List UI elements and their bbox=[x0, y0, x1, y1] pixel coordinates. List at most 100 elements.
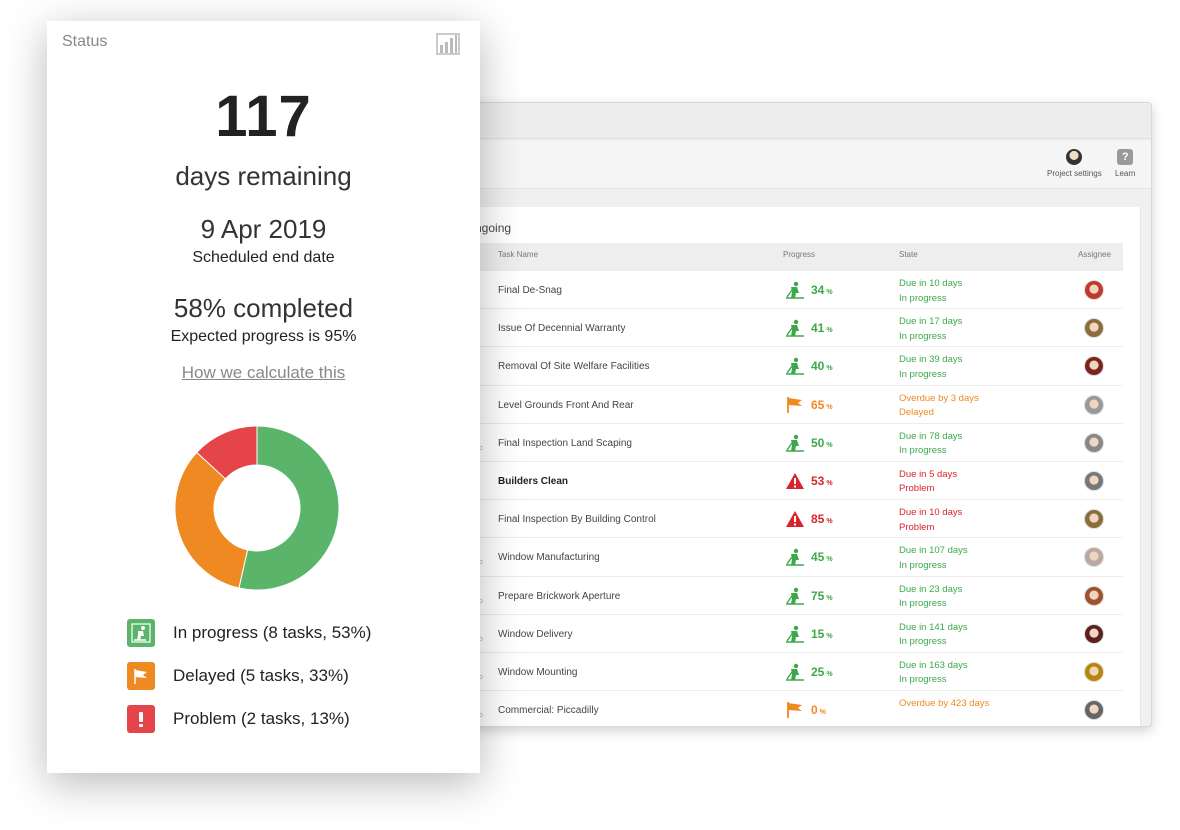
task-status: In progress bbox=[899, 674, 947, 686]
assignee-avatar[interactable] bbox=[1084, 356, 1104, 377]
task-due: Due in 10 days bbox=[899, 278, 963, 289]
project-toolbar: Project settings ? Learn bbox=[471, 141, 1151, 189]
task-state: Due in 5 days Problem bbox=[899, 468, 957, 497]
project-settings-button[interactable]: Project settings bbox=[1047, 149, 1102, 178]
progress-value: 65 bbox=[811, 397, 825, 412]
task-name[interactable]: Window Manufacturing bbox=[498, 552, 600, 564]
assignee-avatar[interactable] bbox=[1084, 470, 1104, 491]
task-due: Overdue by 3 days bbox=[899, 392, 979, 404]
chart-legend: In progress (8 tasks, 53%) Delayed (5 ta… bbox=[127, 611, 371, 740]
task-due: Due in 163 days bbox=[899, 659, 968, 671]
task-name[interactable]: Final Inspection Land Scaping bbox=[498, 437, 632, 449]
bar-chart-icon[interactable] bbox=[436, 33, 460, 55]
assignee-avatar[interactable] bbox=[1084, 394, 1104, 415]
worker-digging-icon bbox=[127, 618, 155, 647]
project-settings-label: Project settings bbox=[1047, 169, 1102, 178]
task-progress: 75% bbox=[785, 587, 833, 605]
table-row[interactable]: Final De-Snag 34% Due in 10 days In progres… bbox=[471, 271, 1123, 310]
task-state: Overdue by 423 days bbox=[899, 697, 989, 712]
task-progress: 0% bbox=[785, 701, 826, 719]
col-progress[interactable]: Progress bbox=[783, 250, 816, 259]
flag-icon bbox=[787, 702, 802, 719]
col-task-name[interactable]: Task Name bbox=[498, 250, 539, 259]
assignee-avatar[interactable] bbox=[1084, 700, 1104, 721]
task-state: Due in 107 days In progress bbox=[899, 544, 968, 573]
task-list: Final De-Snag 34% Due in 10 days In progres… bbox=[471, 271, 1123, 726]
assignee-avatar[interactable] bbox=[1084, 318, 1104, 339]
task-progress: 65% bbox=[785, 396, 833, 414]
worker-digging-icon bbox=[786, 587, 804, 605]
legend-item-problem: Problem (2 tasks, 13%) bbox=[127, 697, 371, 740]
assignee-avatar[interactable] bbox=[1084, 661, 1104, 682]
task-due: Due in 5 days bbox=[899, 468, 958, 480]
table-row[interactable]: Removal Of Site Welfare Facilities 40% Due… bbox=[471, 347, 1123, 386]
task-progress: 15% bbox=[785, 625, 833, 643]
task-name[interactable]: Builders Clean bbox=[498, 475, 569, 487]
worker-digging-icon bbox=[786, 319, 804, 337]
task-state: Due in 78 days In progress bbox=[899, 430, 962, 459]
task-name[interactable]: Window Delivery bbox=[498, 628, 573, 640]
task-name[interactable]: Issue Of Decennial Warranty bbox=[498, 323, 626, 335]
donut-slice-in-progress bbox=[238, 425, 340, 591]
task-progress: 40% bbox=[785, 357, 833, 376]
task-status: In progress bbox=[899, 292, 947, 304]
legend-label-delayed: Delayed (5 tasks, 33%) bbox=[173, 665, 349, 685]
exclamation-icon bbox=[127, 704, 155, 733]
progress-value: 34 bbox=[811, 283, 825, 297]
task-name[interactable]: Final Inspection By Building Control bbox=[498, 514, 656, 526]
progress-value: 15 bbox=[811, 626, 825, 641]
days-remaining-label: days remaining bbox=[175, 161, 352, 191]
task-status: In progress bbox=[899, 636, 947, 648]
task-due: Overdue by 423 days bbox=[899, 698, 990, 710]
task-state: Due in 23 days In progress bbox=[899, 583, 962, 612]
table-row[interactable]: Builders Clean 53% Due in 5 days Problem bbox=[471, 462, 1123, 501]
progress-value: 53 bbox=[811, 473, 825, 488]
status-donut-chart bbox=[174, 425, 340, 591]
assignee-avatar[interactable] bbox=[1084, 280, 1104, 300]
progress-value: 41 bbox=[811, 321, 825, 336]
assignee-avatar[interactable] bbox=[1084, 509, 1104, 530]
how-we-calculate-link[interactable]: How we calculate this bbox=[181, 363, 346, 382]
legend-label-problem: Problem (2 tasks, 13%) bbox=[173, 708, 350, 728]
completed-percent: 58% completed bbox=[173, 293, 354, 323]
expected-progress: Expected progress is 95% bbox=[170, 328, 357, 345]
assignee-avatar[interactable] bbox=[1084, 585, 1104, 606]
table-row[interactable]: Issue Of Decennial Warranty 41% Due in 17 … bbox=[471, 309, 1123, 348]
assignee-avatar[interactable] bbox=[1084, 432, 1104, 453]
task-due: Due in 107 days bbox=[899, 545, 968, 557]
task-name[interactable]: Final De-Snag bbox=[498, 285, 562, 296]
task-due: Due in 17 days bbox=[899, 316, 963, 328]
task-status: Problem bbox=[899, 483, 935, 495]
task-state: Due in 163 days In progress bbox=[899, 659, 968, 688]
table-header: Task Name Progress State Assignee bbox=[471, 243, 1123, 271]
task-status: Problem bbox=[899, 521, 935, 533]
learn-button[interactable]: ? Learn bbox=[1115, 149, 1135, 178]
task-state: Overdue by 3 days Delayed bbox=[899, 392, 979, 421]
progress-value: 40 bbox=[811, 359, 825, 374]
progress-value: 85 bbox=[811, 512, 825, 527]
task-name[interactable]: Prepare Brickwork Aperture bbox=[498, 590, 621, 602]
ongoing-tasks-panel: ngoing Task Name Progress State Assignee… bbox=[471, 207, 1141, 726]
assignee-avatar[interactable] bbox=[1084, 547, 1104, 568]
table-row[interactable]: Level Grounds Front And Rear 65% Overdue b… bbox=[471, 386, 1123, 424]
col-state[interactable]: State bbox=[899, 250, 918, 259]
task-status: In progress bbox=[899, 330, 947, 342]
col-assignee[interactable]: Assignee bbox=[1078, 250, 1111, 259]
donut-slice-delayed bbox=[174, 451, 249, 589]
task-name[interactable]: Commercial: Piccadilly bbox=[498, 705, 599, 717]
task-name[interactable]: Window Mounting bbox=[498, 666, 578, 678]
warning-icon bbox=[786, 472, 804, 489]
task-due: Due in 39 days bbox=[899, 354, 963, 366]
task-name[interactable]: Level Grounds Front And Rear bbox=[498, 399, 634, 411]
task-name[interactable]: Removal Of Site Welfare Facilities bbox=[498, 361, 650, 373]
assignee-avatar[interactable] bbox=[1084, 623, 1104, 644]
table-row[interactable]: Final Inspection By Building Control 85% D… bbox=[471, 500, 1123, 539]
task-state: Due in 141 days In progress bbox=[899, 621, 968, 650]
donut-slice-problem bbox=[196, 425, 258, 480]
